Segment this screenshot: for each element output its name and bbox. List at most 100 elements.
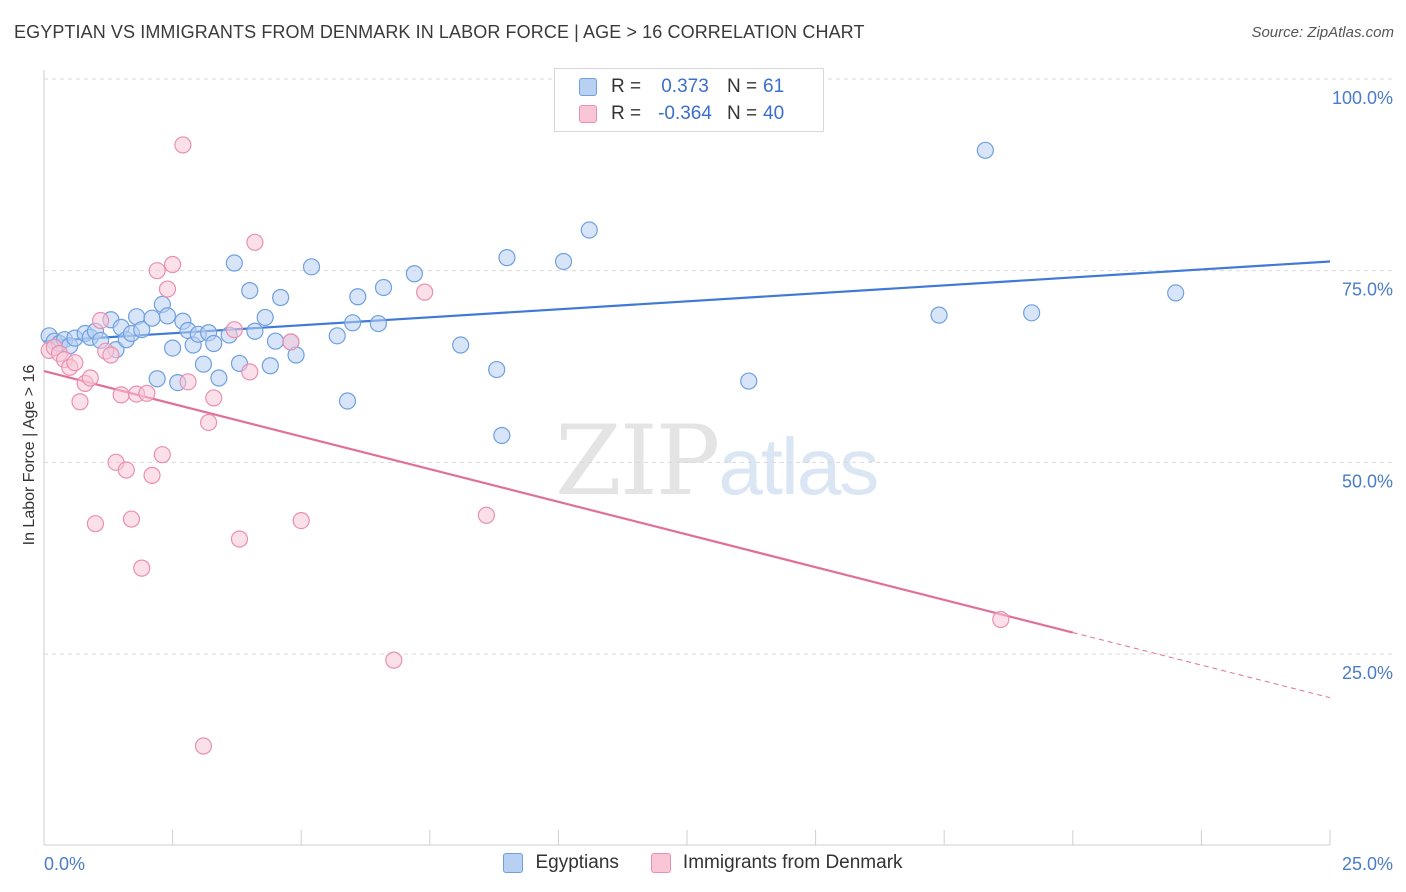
data-point (344, 314, 362, 332)
data-point (158, 307, 177, 325)
data-point (246, 233, 264, 251)
data-point (112, 386, 130, 404)
data-point (266, 332, 285, 350)
data-point (930, 306, 948, 324)
legend-swatch-egyptians (503, 853, 524, 873)
x-tick-label: 25.0% (1342, 854, 1393, 874)
data-point (292, 511, 310, 530)
data-point (138, 384, 156, 402)
data-point (405, 265, 423, 283)
legend-row-egyptians: R = 0.373 N = 61 (579, 74, 784, 100)
data-point (976, 141, 994, 159)
watermark: ZIPatlas (555, 405, 879, 517)
data-point (1023, 304, 1041, 322)
data-point (488, 360, 506, 379)
r-value: -0.364 (658, 103, 712, 124)
data-point (349, 288, 367, 306)
data-point (230, 530, 249, 548)
data-point (205, 334, 223, 353)
data-point (66, 354, 84, 372)
data-point (148, 370, 166, 388)
tick-labels: 25.0% 50.0% 75.0% 100.0% 0.0% 25.0% (44, 88, 1393, 874)
series-denmark (40, 136, 1010, 755)
data-point (117, 461, 135, 479)
data-point (158, 280, 177, 298)
y-tick-label: 75.0% (1342, 280, 1393, 300)
stats-legend: R = 0.373 N = 61 R = -0.364 N = 40 (554, 68, 824, 132)
data-point (282, 333, 300, 351)
data-point (133, 559, 151, 577)
data-point (241, 282, 259, 300)
data-point (369, 314, 387, 333)
data-point (164, 339, 182, 357)
legend-swatch-egyptians (579, 78, 597, 96)
data-point (374, 278, 393, 297)
trend-line-extension (1072, 632, 1331, 699)
data-point (261, 357, 279, 375)
data-point (153, 446, 171, 464)
n-label: N = (727, 76, 758, 97)
data-point (200, 413, 218, 432)
data-point (493, 426, 511, 445)
data-point (225, 321, 243, 339)
r-label: R = (611, 76, 642, 97)
data-point (477, 506, 495, 524)
y-tick-label: 100.0% (1332, 88, 1393, 108)
trend-line (43, 370, 1074, 634)
data-point (256, 308, 274, 327)
data-point (225, 254, 243, 272)
legend-row-denmark: R = -0.364 N = 40 (579, 101, 784, 127)
data-point (1167, 284, 1185, 302)
data-point (246, 322, 264, 340)
data-point (91, 311, 110, 330)
data-point (143, 466, 161, 484)
data-point (580, 221, 598, 239)
n-value: 40 (763, 103, 785, 124)
data-point (302, 258, 321, 276)
data-point (179, 373, 197, 391)
y-axis-label: In Labor Force | Age > 16 (21, 365, 38, 546)
y-tick-label: 25.0% (1342, 663, 1393, 683)
r-label: R = (611, 103, 642, 124)
data-point (194, 737, 213, 755)
data-point (148, 262, 166, 280)
data-point (338, 392, 357, 410)
r-value: 0.373 (661, 76, 709, 97)
legend-swatch-denmark (579, 105, 597, 123)
data-point (241, 363, 259, 381)
data-point (385, 651, 403, 669)
data-point (210, 369, 228, 387)
data-point (740, 372, 758, 390)
data-point (174, 136, 192, 154)
watermark-zip: ZIP (555, 405, 720, 517)
legend-item-egyptians[interactable]: Egyptians (503, 852, 619, 874)
data-point (452, 336, 470, 354)
data-point (416, 283, 434, 301)
data-point (328, 327, 346, 345)
legend-label-denmark: Immigrants from Denmark (682, 852, 903, 873)
n-label: N = (727, 103, 758, 124)
axes (43, 70, 1331, 846)
data-point (498, 249, 516, 267)
data-point (992, 610, 1010, 629)
data-point (102, 346, 120, 364)
data-point (272, 288, 290, 307)
data-point (86, 515, 105, 533)
data-point (205, 389, 223, 407)
data-point (122, 510, 141, 528)
legend-label-egyptians: Egyptians (535, 852, 619, 873)
source-label: Source: ZipAtlas.com (1251, 24, 1394, 41)
data-point (194, 355, 213, 373)
chart-title: EGYPTIAN VS IMMIGRANTS FROM DENMARK IN L… (14, 22, 865, 42)
data-point (143, 309, 161, 327)
data-point (133, 321, 151, 339)
series-legend: Egyptians Immigrants from Denmark (0, 852, 1406, 874)
legend-swatch-denmark (650, 853, 671, 873)
data-point (71, 393, 89, 411)
data-point (164, 255, 182, 274)
legend-item-denmark[interactable]: Immigrants from Denmark (650, 852, 903, 874)
n-value: 61 (763, 76, 785, 97)
data-points (40, 136, 1185, 755)
watermark-atlas: atlas (718, 422, 879, 511)
